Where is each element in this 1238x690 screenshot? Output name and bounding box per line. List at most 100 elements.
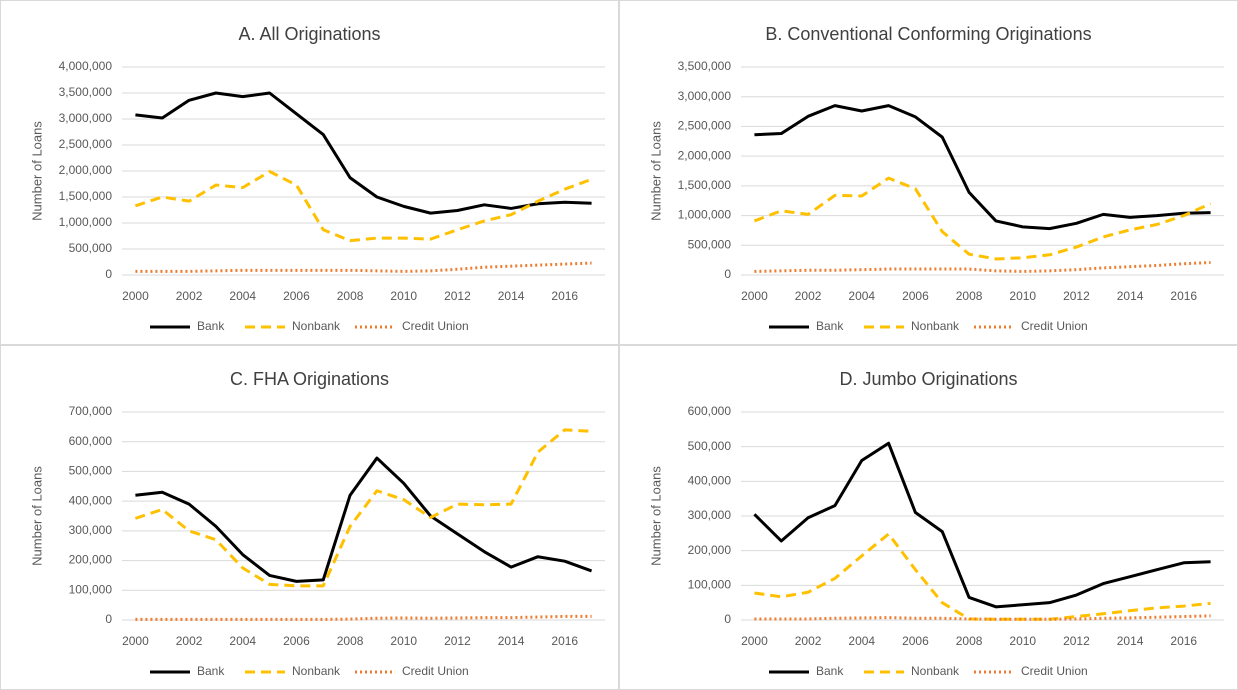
y-tick-label: 100,000	[69, 582, 113, 596]
y-tick-label: 3,000,000	[678, 89, 732, 103]
series-line	[135, 91, 592, 215]
legend-label: Bank	[197, 664, 225, 678]
x-tick-label: 2010	[1009, 289, 1036, 303]
y-tick-label: 200,000	[688, 543, 732, 557]
y-axis-label: Number of Loans	[29, 121, 44, 221]
x-tick-label: 2014	[498, 634, 525, 648]
legend-label: Bank	[197, 319, 225, 333]
y-tick-label: 4,000,000	[59, 59, 113, 73]
chart-title: C. FHA Originations	[230, 369, 389, 389]
y-tick-label: 400,000	[688, 474, 732, 488]
legend-label: Credit Union	[1021, 664, 1088, 678]
x-tick-label: 2004	[848, 634, 875, 648]
y-tick-label: 2,000,000	[59, 163, 113, 177]
chart-title: B. Conventional Conforming Originations	[765, 24, 1091, 44]
series-line	[754, 261, 1211, 273]
series-line	[754, 104, 1211, 231]
chart-panel: C. FHA Originations Number of Loans 0 100,0…	[0, 345, 619, 690]
x-tick-label: 2006	[902, 289, 929, 303]
series-line	[134, 428, 592, 588]
chart-title: D. Jumbo Originations	[839, 369, 1017, 389]
y-tick-label: 500,000	[688, 237, 732, 251]
y-tick-label: 100,000	[688, 578, 732, 592]
x-tick-label: 2004	[229, 289, 256, 303]
x-tick-label: 2002	[176, 634, 203, 648]
y-axis-label: Number of Loans	[648, 466, 663, 566]
chart-title: A. All Originations	[238, 24, 380, 44]
x-tick-label: 2004	[848, 289, 875, 303]
y-axis-label: Number of Loans	[648, 121, 663, 221]
y-tick-label: 700,000	[69, 404, 113, 418]
legend-label: Bank	[816, 664, 844, 678]
series-line	[135, 261, 592, 273]
x-tick-label: 2008	[956, 289, 983, 303]
x-tick-label: 2000	[122, 634, 149, 648]
x-tick-label: 2012	[444, 634, 471, 648]
y-tick-label: 1,500,000	[59, 189, 113, 203]
x-tick-label: 2000	[741, 289, 768, 303]
y-tick-label: 0	[105, 612, 112, 626]
x-tick-label: 2000	[122, 289, 149, 303]
x-tick-label: 2002	[176, 289, 203, 303]
series-line	[753, 441, 1211, 609]
y-tick-label: 1,000,000	[59, 215, 113, 229]
x-tick-label: 2008	[956, 634, 983, 648]
chart-panel: B. Conventional Conforming Originations N…	[619, 0, 1238, 345]
y-tick-label: 3,000,000	[59, 111, 113, 125]
legend-label: Nonbank	[292, 319, 341, 333]
x-tick-label: 2014	[498, 289, 525, 303]
y-tick-label: 2,000,000	[678, 148, 732, 162]
x-tick-label: 2008	[337, 289, 364, 303]
legend-label: Nonbank	[292, 664, 341, 678]
legend-label: Nonbank	[911, 664, 960, 678]
panel-border	[0, 0, 619, 345]
y-axis-label: Number of Loans	[29, 466, 44, 566]
legend-label: Credit Union	[402, 319, 469, 333]
x-tick-label: 2006	[902, 634, 929, 648]
x-tick-label: 2010	[1009, 634, 1036, 648]
x-tick-label: 2012	[1063, 634, 1090, 648]
x-tick-label: 2010	[390, 634, 417, 648]
chart-panel: D. Jumbo Originations Number of Loans 0 100…	[619, 345, 1238, 690]
y-tick-label: 400,000	[69, 493, 113, 507]
x-tick-label: 2014	[1117, 634, 1144, 648]
y-tick-label: 3,500,000	[678, 59, 732, 73]
x-tick-label: 2006	[283, 289, 310, 303]
chart-panel: A. All Originations Number of Loans 0 500,0…	[0, 0, 619, 345]
y-tick-label: 500,000	[69, 241, 113, 255]
x-tick-label: 2016	[1170, 634, 1197, 648]
y-tick-label: 1,500,000	[678, 178, 732, 192]
x-tick-label: 2016	[551, 634, 578, 648]
x-tick-label: 2016	[551, 289, 578, 303]
x-tick-label: 2010	[390, 289, 417, 303]
y-tick-label: 500,000	[69, 464, 113, 478]
y-tick-label: 3,500,000	[59, 85, 113, 99]
series-line	[753, 176, 1212, 261]
y-tick-label: 0	[105, 267, 112, 281]
x-tick-label: 2008	[337, 634, 364, 648]
legend-label: Credit Union	[1021, 319, 1088, 333]
y-tick-label: 2,500,000	[678, 119, 732, 133]
x-tick-label: 2006	[283, 634, 310, 648]
y-tick-label: 2,500,000	[59, 137, 113, 151]
x-tick-label: 2016	[1170, 289, 1197, 303]
series-line	[134, 170, 593, 243]
y-tick-label: 200,000	[69, 553, 113, 567]
y-tick-label: 300,000	[69, 523, 113, 537]
series-line	[135, 614, 592, 621]
y-tick-label: 600,000	[688, 404, 732, 418]
x-tick-label: 2012	[444, 289, 471, 303]
y-tick-label: 600,000	[69, 434, 113, 448]
x-tick-label: 2012	[1063, 289, 1090, 303]
x-tick-label: 2002	[795, 634, 822, 648]
series-line	[754, 532, 1211, 621]
y-tick-label: 0	[724, 267, 731, 281]
x-tick-label: 2004	[229, 634, 256, 648]
y-tick-label: 1,000,000	[678, 208, 732, 222]
x-tick-label: 2014	[1117, 289, 1144, 303]
y-tick-label: 0	[724, 612, 731, 626]
x-tick-label: 2002	[795, 289, 822, 303]
y-tick-label: 500,000	[688, 439, 732, 453]
series-line	[135, 456, 593, 583]
